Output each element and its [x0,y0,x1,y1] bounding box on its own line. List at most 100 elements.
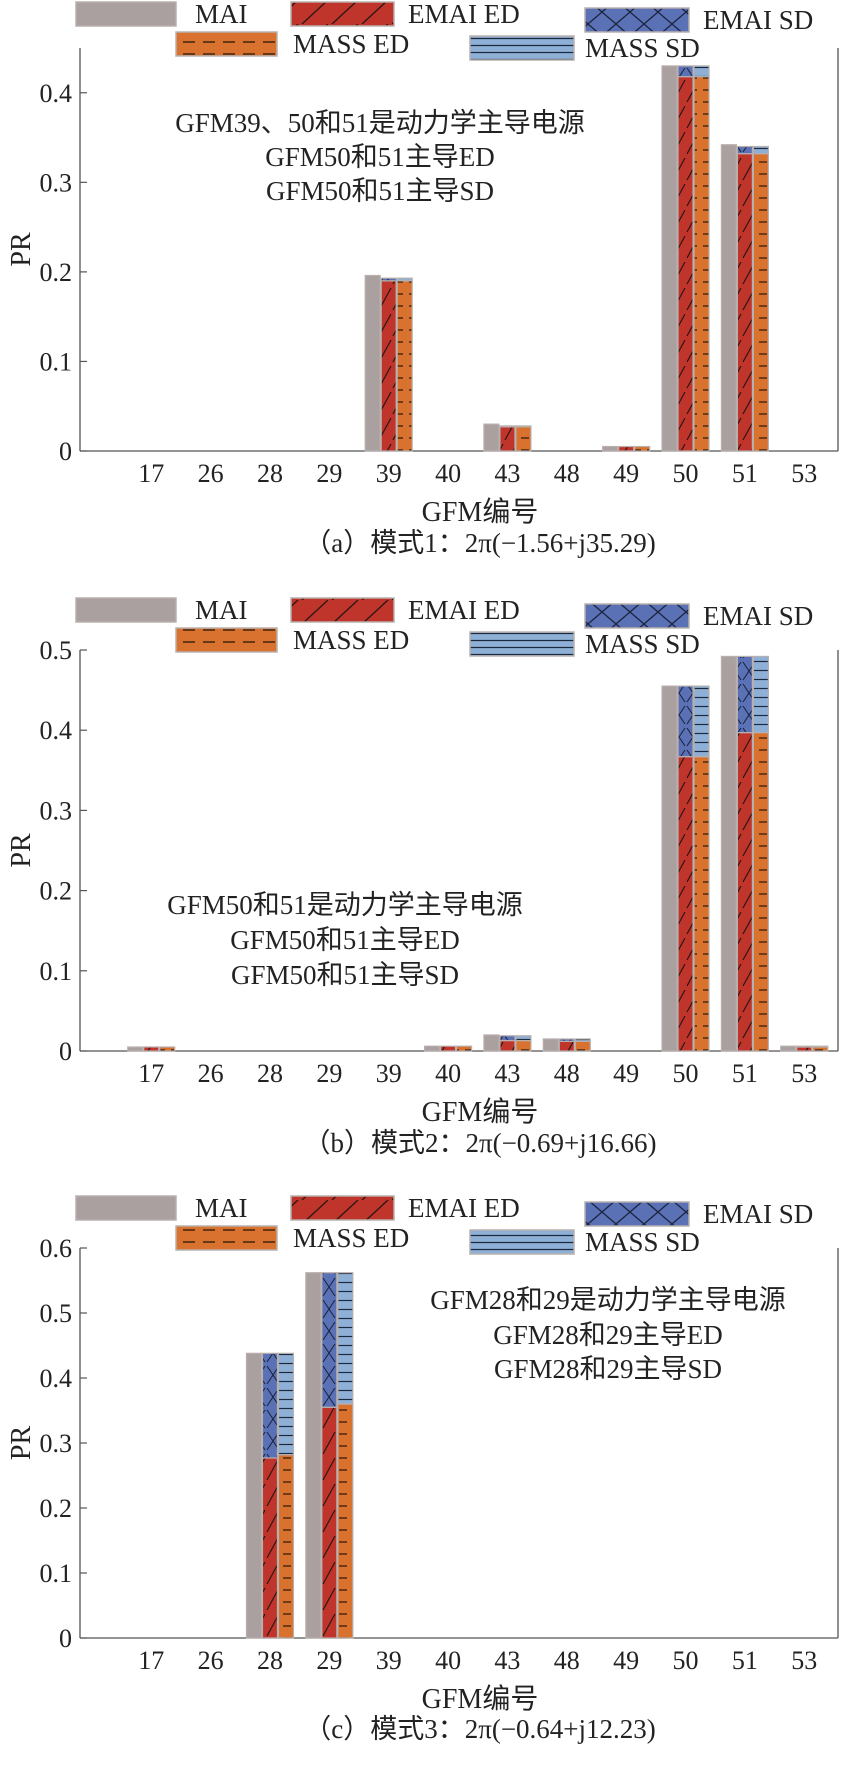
bar-group-50 [661,65,710,452]
legend-swatch [469,631,575,657]
y-tick-label: 0.1 [40,347,73,376]
bar-mai [483,423,500,452]
legend-label: MAI [195,0,248,29]
bar-mass-ed [277,1454,295,1639]
bar-mai [423,1045,441,1052]
bar-emai-ed [558,1040,575,1052]
bar-emai-ed [499,426,516,452]
y-tick-label: 0 [59,1624,72,1653]
bar-mass-sd [515,425,532,428]
legend-label: MAI [195,595,248,625]
y-tick-label: 0.3 [40,1429,73,1458]
bar-group-17 [127,1046,176,1052]
bar-mass-ed [812,1046,829,1052]
legend-item-mass-sd: MASS SD [469,1227,700,1257]
bar-mass-ed [515,426,532,452]
bar-group-50 [661,685,710,1052]
legend-label: MASS ED [293,29,409,59]
bar-group-51 [720,655,769,1052]
y-tick-label: 0 [59,437,72,466]
bar-mass-ed [574,1040,591,1052]
x-tick-label: 17 [138,459,164,488]
bar-mass-ed [337,1403,354,1639]
y-axis-label: PR [6,232,37,267]
bar-mass-sd [277,1352,295,1456]
bar-mass-ed [159,1046,176,1052]
x-tick-label: 43 [494,1646,520,1675]
legend-item-mass-sd: MASS SD [469,33,700,63]
bar-emai-ed [499,1039,516,1052]
bar-emai-ed [261,1457,279,1639]
annotation-text: GFM28和29主导SD [494,1354,722,1384]
bar-mai [661,65,678,452]
x-tick-label: 39 [376,459,402,488]
bar-mai [305,1272,322,1639]
x-tick-label: 50 [673,1646,699,1675]
chart-panel-1: MAI EMAI ED EMAI SD MASS ED MASS SD 0 0.1 0.2 0.… [6,0,839,558]
annotation-text: GFM50和51主导ED [230,925,460,955]
bar-mass-sd [515,1035,532,1042]
y-tick-label: 0.3 [40,796,73,825]
legend-label: MASS SD [585,1227,700,1257]
bar-mass-ed [693,756,710,1052]
y-tick-label: 0.5 [40,1299,73,1328]
bar-mai [483,1034,500,1052]
legend-swatch [175,31,278,57]
y-tick-label: 0.4 [40,716,73,745]
legend: MAI EMAI ED EMAI SD MASS ED MASS SD [75,0,813,63]
annotation-text: GFM39、50和51是动力学主导电源 [175,108,585,138]
legend-swatch [290,1,395,27]
legend-item-mass-sd: MASS SD [469,629,700,659]
bar-group-40 [423,1045,473,1052]
bar-mass-ed [455,1045,473,1052]
bar-mass-sd [752,655,769,734]
bar-group-48 [542,1038,591,1052]
bar-mai [661,685,678,1052]
x-tick-label: 28 [257,1646,283,1675]
legend-item-mass-ed: MASS ED [175,29,409,59]
bar-mass-sd [812,1045,829,1048]
bar-mai [602,445,619,452]
bar-group-53 [780,1045,829,1052]
bar-emai-sd [380,277,397,282]
legend-label: EMAI ED [408,0,520,29]
y-tick-label: 0.2 [40,258,73,287]
x-tick-label: 17 [138,1059,164,1088]
bar-emai-sd [261,1352,279,1459]
x-tick-label: 39 [376,1059,402,1088]
x-tick-label: 50 [673,459,699,488]
bar-mass-ed [515,1039,532,1052]
legend-swatch [175,1225,278,1251]
x-tick-label: 29 [316,459,342,488]
x-tick-label: 48 [554,1646,580,1675]
x-tick-label: 53 [791,459,817,488]
x-tick-label: 51 [732,1059,758,1088]
x-tick-label: 29 [316,1059,342,1088]
bar-group-43 [483,1034,532,1052]
y-tick-label: 0 [59,1037,72,1066]
legend-label: MASS ED [293,625,409,655]
y-tick-label: 0.5 [40,636,73,665]
legend-swatch [75,1195,177,1221]
legend-swatch [290,597,395,623]
x-axis-label: GFM编号 [422,496,539,528]
legend-label: MASS SD [585,629,700,659]
bar-group-51 [720,144,769,452]
annotation-text: GFM50和51主导ED [265,142,495,172]
legend-item-emai-ed: EMAI ED [290,0,520,29]
x-axis-label: GFM编号 [422,1096,539,1128]
bar-emai-ed [143,1046,160,1052]
annotation-text: GFM50和51主导SD [266,176,494,206]
y-axis-label: PR [6,1426,37,1461]
legend-item-emai-sd: EMAI SD [584,1199,813,1229]
bar-mass-ed [396,280,413,452]
legend-item-mass-ed: MASS ED [175,1223,409,1253]
bar-emai-sd [677,65,694,78]
legend-item-emai-ed: EMAI ED [290,595,520,625]
y-tick-label: 0.3 [40,168,73,197]
bar-mai [780,1045,797,1052]
annotation-text: GFM28和29是动力学主导电源 [430,1285,786,1315]
legend-item-mass-ed: MASS ED [175,625,409,655]
panel-caption: （b）模式2：2π(−0.69+j16.66) [303,1128,656,1158]
